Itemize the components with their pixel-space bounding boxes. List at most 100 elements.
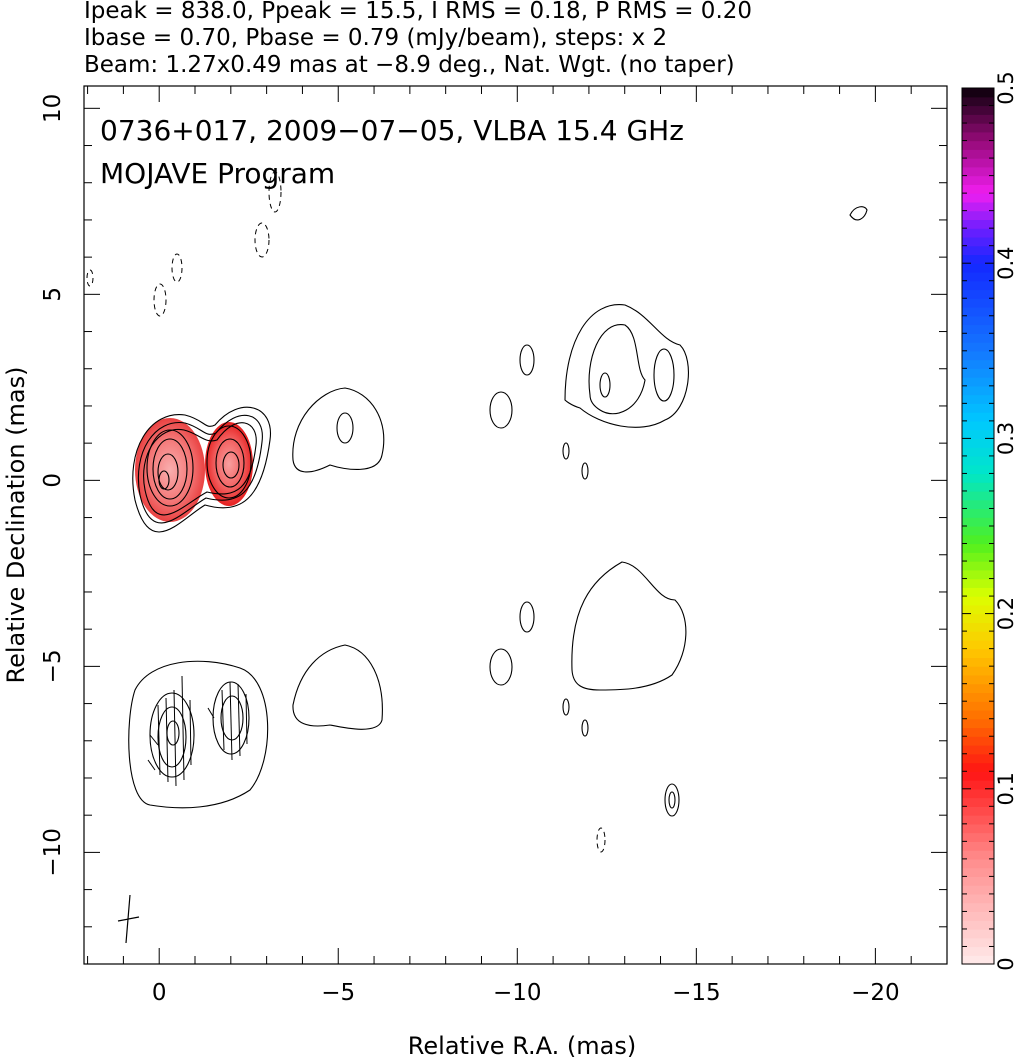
colorbar-step — [962, 893, 994, 904]
y-tick-label: 5 — [40, 287, 66, 302]
colorbar-step — [962, 420, 994, 431]
colorbar-step — [962, 806, 994, 816]
y-tick-label: 10 — [40, 94, 66, 123]
colorbar-step — [962, 596, 994, 606]
colorbar-step — [962, 245, 994, 256]
colorbar-step — [962, 753, 994, 764]
colorbar-step — [962, 184, 994, 194]
colorbar-step — [962, 403, 994, 413]
colorbar-step — [962, 219, 994, 229]
colorbar-step — [962, 517, 994, 527]
colorbar-step — [962, 131, 994, 142]
colorbar-step — [962, 850, 994, 860]
colorbar-step — [962, 88, 994, 98]
colorbar-step — [962, 447, 994, 457]
x-tick-label: 0 — [152, 980, 167, 1006]
y-axis-label: Relative Declination (mas) — [2, 366, 30, 683]
colorbar-step — [962, 701, 994, 711]
colorbar-step — [962, 508, 994, 518]
colorbar-step — [962, 324, 994, 334]
colorbar-step — [962, 727, 994, 737]
colorbar-step — [962, 96, 994, 107]
colorbar-step — [962, 797, 994, 807]
colorbar-step — [962, 175, 994, 185]
colorbar-step — [962, 534, 994, 545]
colorbar-step — [962, 412, 994, 422]
colorbar-step — [962, 298, 994, 308]
colorbar-step — [962, 858, 994, 869]
colorbar-step — [962, 788, 994, 799]
plot-frame — [83, 85, 948, 965]
colorbar-step — [962, 280, 994, 291]
colorbar-step — [962, 639, 994, 650]
colorbar-step — [962, 745, 994, 755]
colorbar: 0 0.1 0.2 0.3 0.4 0.5 — [961, 71, 1018, 971]
colorbar-step — [962, 552, 994, 562]
colorbar-step — [962, 946, 994, 956]
colorbar-step — [962, 263, 994, 273]
colorbar-step — [962, 674, 994, 685]
colorbar-step — [962, 123, 994, 133]
colorbar-tick-label: 0.3 — [994, 422, 1018, 455]
colorbar-step — [962, 578, 994, 588]
colorbar-step — [962, 885, 994, 895]
chart-subtitle: MOJAVE Program — [100, 157, 335, 190]
colorbar-step — [962, 561, 994, 571]
colorbar-step — [962, 201, 994, 212]
colorbar-step — [962, 911, 994, 921]
header-stats-line1: Ipeak = 838.0, Ppeak = 15.5, I RMS = 0.1… — [84, 0, 752, 24]
colorbar-step — [962, 482, 994, 492]
x-tick-label: −5 — [321, 980, 355, 1006]
colorbar-tick-label: 0.4 — [994, 246, 1018, 279]
colorbar-step — [962, 464, 994, 475]
colorbar-step — [962, 490, 994, 501]
colorbar-step — [962, 823, 994, 834]
colorbar-step — [962, 692, 994, 702]
colorbar-step — [962, 350, 994, 361]
colorbar-step — [962, 587, 994, 597]
colorbar-step — [962, 473, 994, 483]
colorbar-step — [962, 377, 994, 387]
colorbar-step — [962, 307, 994, 317]
colorbar-step — [962, 718, 994, 729]
colorbar-step — [962, 166, 994, 177]
colorbar-step — [962, 762, 994, 772]
negative-contours — [86, 171, 606, 853]
plot-axes: 0 −5 −10 −15 −20 10 5 0 −5 −10 — [40, 86, 948, 1006]
intensity-contours — [132, 206, 868, 533]
colorbar-step — [962, 438, 994, 448]
colorbar-step — [962, 228, 994, 238]
evpa-sticks — [147, 675, 248, 787]
colorbar-step — [962, 499, 994, 510]
colorbar-step — [962, 455, 994, 466]
colorbar-step — [962, 937, 994, 948]
colorbar-tick-label: 0.5 — [994, 71, 1018, 104]
colorbar-tick-label: 0.2 — [994, 597, 1018, 630]
colorbar-step — [962, 105, 994, 115]
restoring-beam-symbol — [117, 894, 140, 944]
colorbar-step — [962, 342, 994, 352]
colorbar-step — [962, 429, 994, 439]
header-beam-line: Beam: 1.27x0.49 mas at −8.9 deg., Nat. W… — [84, 52, 735, 78]
polarized-intensity-contours — [128, 561, 687, 817]
colorbar-step — [962, 622, 994, 632]
colorbar-step — [962, 920, 994, 930]
colorbar-step — [962, 315, 994, 326]
colorbar-step — [962, 114, 994, 124]
colorbar-step — [962, 683, 994, 694]
colorbar-tick-label: 0 — [994, 957, 1018, 970]
colorbar-step — [962, 736, 994, 746]
colorbar-step — [962, 709, 994, 720]
y-tick-label: −10 — [40, 828, 66, 877]
colorbar-step — [962, 271, 994, 282]
x-tick-label: −10 — [493, 980, 542, 1006]
colorbar-step — [962, 359, 994, 369]
colorbar-step — [962, 902, 994, 913]
colorbar-step — [962, 140, 994, 150]
colorbar-step — [962, 841, 994, 851]
y-tick-label: −5 — [40, 649, 66, 683]
colorbar-step — [962, 666, 994, 676]
colorbar-step — [962, 526, 994, 536]
colorbar-step — [962, 613, 994, 623]
